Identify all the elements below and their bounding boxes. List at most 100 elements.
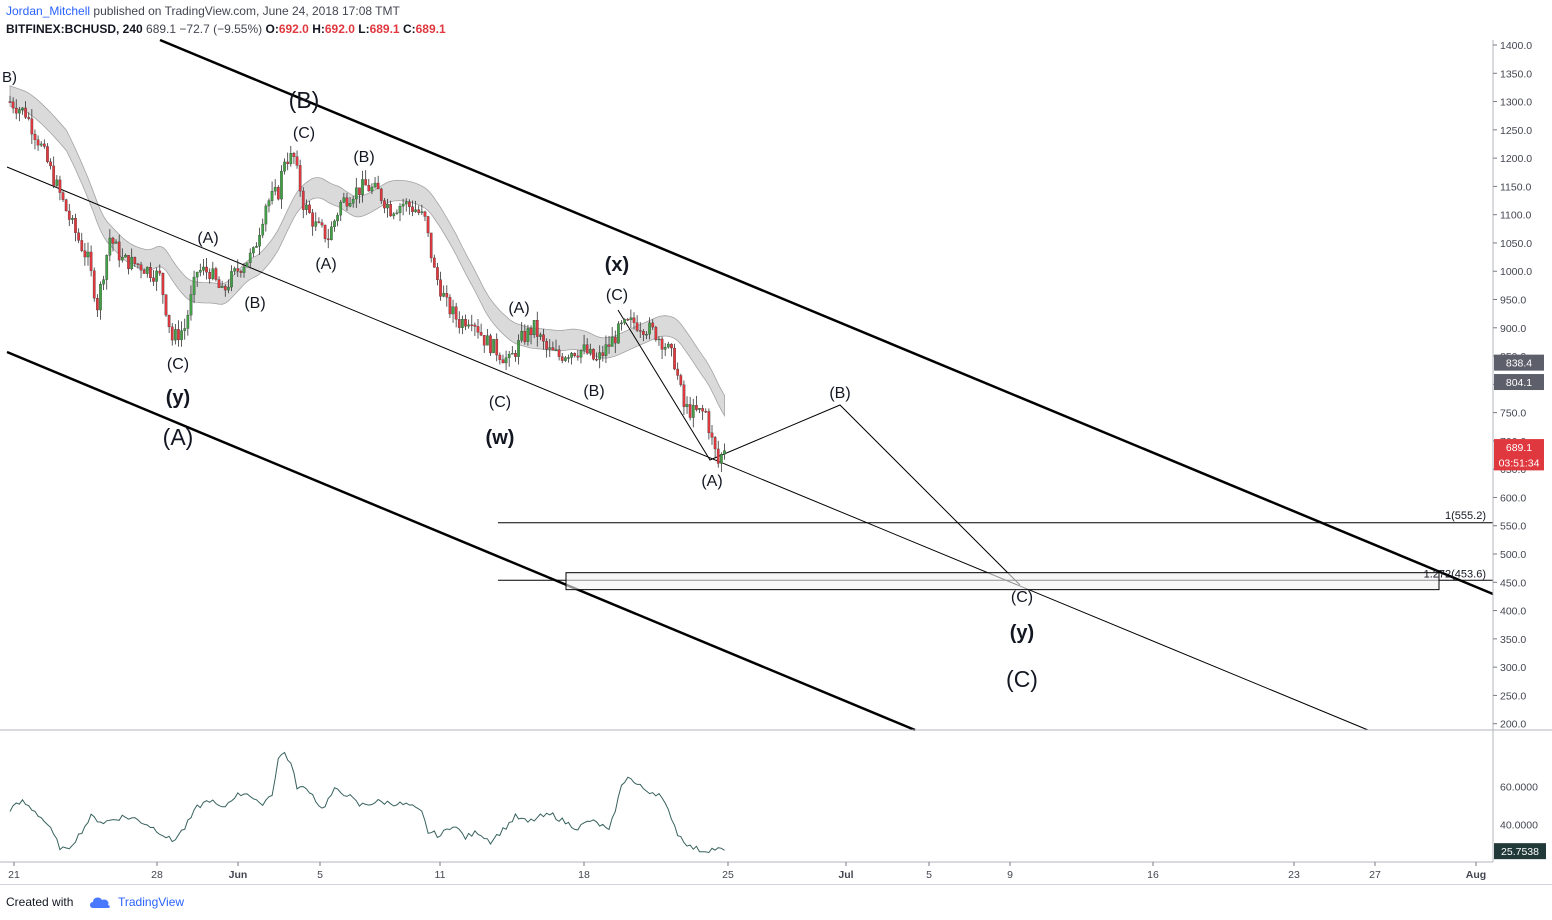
candle-body (311, 212, 314, 227)
fib-level-1-label: 1(555.2) (1445, 510, 1486, 522)
candle-body (642, 331, 645, 335)
candle-body (89, 251, 93, 271)
candle-body (86, 251, 90, 258)
candle-body (77, 232, 80, 241)
candle-body (139, 264, 143, 271)
candle-body (476, 326, 480, 333)
footer-bar: Created with TradingView (0, 884, 1552, 920)
price-tick-label: 1200.0 (1500, 153, 1532, 165)
candle-body (273, 187, 277, 192)
time-tick-label: 28 (151, 869, 163, 881)
candle-body (276, 187, 280, 200)
tradingview-cloud-icon[interactable] (88, 894, 112, 910)
candle-body (720, 454, 723, 464)
osc-tick-label: 60.0000 (1500, 782, 1538, 794)
wave-label: (A) (315, 256, 336, 273)
candle-body (392, 213, 396, 217)
candle-body (560, 356, 564, 361)
candle-body (286, 161, 290, 165)
price-change: −72.7 (−9.55%) (179, 22, 263, 36)
wave-label: B) (2, 69, 17, 86)
wave-label: (y) (166, 387, 190, 409)
tradingview-link[interactable]: TradingView (118, 895, 185, 909)
candle-body (330, 226, 333, 241)
wave-label: (A) (508, 300, 529, 317)
author-link[interactable]: Jordan_Mitchell (6, 4, 91, 18)
candle-body (386, 204, 389, 209)
wave-label: (A) (701, 473, 722, 490)
symbol-title[interactable]: BITFINEX:BCHUSD, 240 (6, 22, 143, 36)
candle-body (395, 212, 399, 214)
candle-body (46, 146, 49, 162)
high-label: H: (312, 22, 325, 36)
candle-body (354, 187, 358, 200)
oscillator-pane: 40.0000 60.0000 25.7538 (0, 729, 1552, 860)
candle-body (214, 268, 218, 280)
candle-body (626, 319, 630, 321)
candle-body (52, 165, 56, 186)
candle-body (573, 352, 577, 357)
price-tick-label: 1150.0 (1500, 181, 1531, 193)
candle-body (192, 276, 196, 295)
candle-body (205, 266, 208, 273)
candle-body (482, 335, 486, 346)
time-tick-label: 5 (317, 869, 323, 881)
candle-body (223, 285, 227, 291)
candle-body (411, 206, 414, 212)
price-tag (1494, 439, 1544, 456)
candle-body (255, 246, 258, 248)
candle-body (55, 179, 59, 186)
published-text: published on TradingView.com, June 24, 2… (93, 4, 400, 18)
candle-body (448, 297, 452, 315)
candle-body (336, 214, 339, 222)
close-label: C: (402, 22, 416, 36)
candle-body (295, 156, 299, 166)
oscillator-line (9, 751, 725, 854)
candle-body (370, 186, 374, 192)
candle-body (507, 353, 511, 358)
candle-body (660, 338, 664, 350)
candle-body (167, 314, 171, 328)
candle-body (252, 247, 255, 254)
candle-body (108, 237, 112, 256)
candle-body (470, 324, 474, 326)
candle-body (645, 334, 648, 336)
candle-body (514, 353, 517, 357)
candle-body (379, 188, 383, 201)
candle-body (467, 324, 470, 327)
price-tick-label: 900.0 (1500, 323, 1526, 335)
open-value: 692.0 (278, 22, 309, 36)
time-tick-label: Jul (838, 869, 853, 881)
time-tick-label: 16 (1147, 869, 1159, 881)
candle-body (588, 348, 592, 354)
osc-tick-label: 40.0000 (1500, 819, 1538, 831)
time-tick-label: 11 (435, 869, 446, 881)
candle-body (298, 165, 302, 192)
wave-label: (C) (489, 394, 511, 411)
candle-body (258, 234, 261, 247)
price-tick-label: 750.0 (1500, 408, 1526, 420)
candle-body (64, 199, 68, 212)
candle-body (598, 352, 602, 360)
created-with-text: Created with (6, 895, 74, 909)
candle-body (292, 153, 296, 157)
candle-body (442, 293, 446, 297)
price-tick-label: 1400.0 (1500, 40, 1532, 52)
candle-body (501, 359, 505, 364)
wave-label: (A) (197, 230, 218, 247)
candle-body (67, 210, 71, 220)
candle-body (707, 411, 711, 434)
candle-body (673, 347, 676, 370)
candle-body (133, 256, 137, 264)
candle-body (607, 344, 611, 347)
wave-label: (C) (167, 356, 189, 373)
candle-body (666, 343, 670, 348)
candle-body (691, 405, 695, 418)
time-tick-label: Aug (1466, 869, 1486, 881)
candle-body (71, 218, 74, 220)
candle-body (211, 268, 215, 279)
candle-body (49, 161, 52, 167)
candle-body (230, 271, 233, 288)
candle-body (83, 250, 87, 258)
wave-label: (w) (486, 427, 515, 449)
